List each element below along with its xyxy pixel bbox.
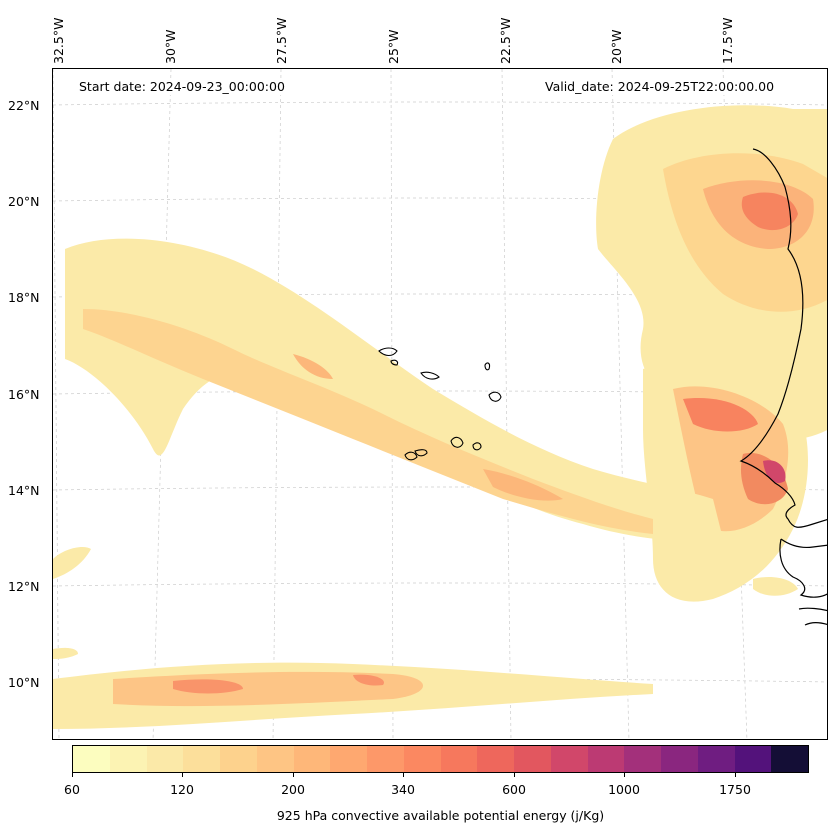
colorbar-label-600: 600 [502, 782, 526, 797]
colorbar-label-340: 340 [391, 782, 415, 797]
cape-field-band [65, 238, 723, 541]
colorbar-segment-0 [73, 746, 110, 772]
lat-label-10n: 10°N [8, 675, 40, 690]
colorbar-segment-16 [661, 746, 698, 772]
colorbar-segment-12 [514, 746, 551, 772]
colorbar-segment-8 [367, 746, 404, 772]
colorbar-segment-2 [146, 746, 184, 772]
colorbar-tick [735, 773, 736, 777]
colorbar-tick [182, 773, 183, 777]
colorbar-tick [72, 773, 73, 777]
colorbar-tick [624, 773, 625, 777]
cape-verde-islands [378, 347, 502, 461]
colorbar-segment-18 [734, 746, 772, 772]
valid-date-label: Valid_date: 2024-09-25T22:00:00.00 [539, 78, 781, 95]
colorbar-label-1000: 1000 [608, 782, 640, 797]
lat-label-16n: 16°N [8, 387, 40, 402]
lon-label-27-5w: 27.5°W [274, 17, 289, 64]
start-date-label: Start date: 2024-09-23_00:00:00 [73, 78, 291, 95]
lon-label-32-5w: 32.5°W [51, 17, 66, 64]
colorbar-label-60: 60 [64, 782, 80, 797]
colorbar-title: 925 hPa convective available potential e… [276, 808, 605, 823]
coastline [739, 148, 827, 626]
colorbar-tick [403, 773, 404, 777]
colorbar [72, 745, 809, 773]
lat-label-14n: 14°N [8, 483, 40, 498]
colorbar-segment-5 [256, 746, 294, 772]
colorbar-segment-6 [293, 746, 331, 772]
cape-map [53, 69, 827, 739]
colorbar-tick [514, 773, 515, 777]
lat-label-22n: 22°N [8, 98, 40, 113]
colorbar-segment-9 [403, 746, 441, 772]
lon-label-20w: 20°W [609, 29, 624, 64]
colorbar-segment-15 [624, 746, 661, 772]
colorbar-label-1750: 1750 [719, 782, 751, 797]
lat-label-18n: 18°N [8, 290, 40, 305]
cape-field-south [53, 547, 798, 729]
colorbar-segment-17 [697, 746, 735, 772]
lon-label-30w: 30°W [163, 29, 178, 64]
lat-label-20n: 20°N [8, 194, 40, 209]
map-panel [52, 68, 828, 740]
colorbar-segment-14 [587, 746, 625, 772]
lon-label-25w: 25°W [386, 29, 401, 64]
colorbar-segment-3 [183, 746, 220, 772]
lon-label-17-5w: 17.5°W [720, 17, 735, 64]
colorbar-segment-7 [330, 746, 367, 772]
colorbar-segment-10 [440, 746, 478, 772]
lat-label-12n: 12°N [8, 579, 40, 594]
cape-field-northeast [596, 105, 827, 440]
colorbar-label-200: 200 [281, 782, 305, 797]
colorbar-segment-4 [220, 746, 257, 772]
lon-label-22-5w: 22.5°W [498, 17, 513, 64]
colorbar-segment-1 [109, 746, 147, 772]
colorbar-label-120: 120 [170, 782, 194, 797]
colorbar-tick [293, 773, 294, 777]
colorbar-segment-13 [550, 746, 588, 772]
colorbar-segment-11 [477, 746, 514, 772]
colorbar-segment-19 [771, 746, 808, 772]
cape-field-senegal [643, 365, 808, 602]
